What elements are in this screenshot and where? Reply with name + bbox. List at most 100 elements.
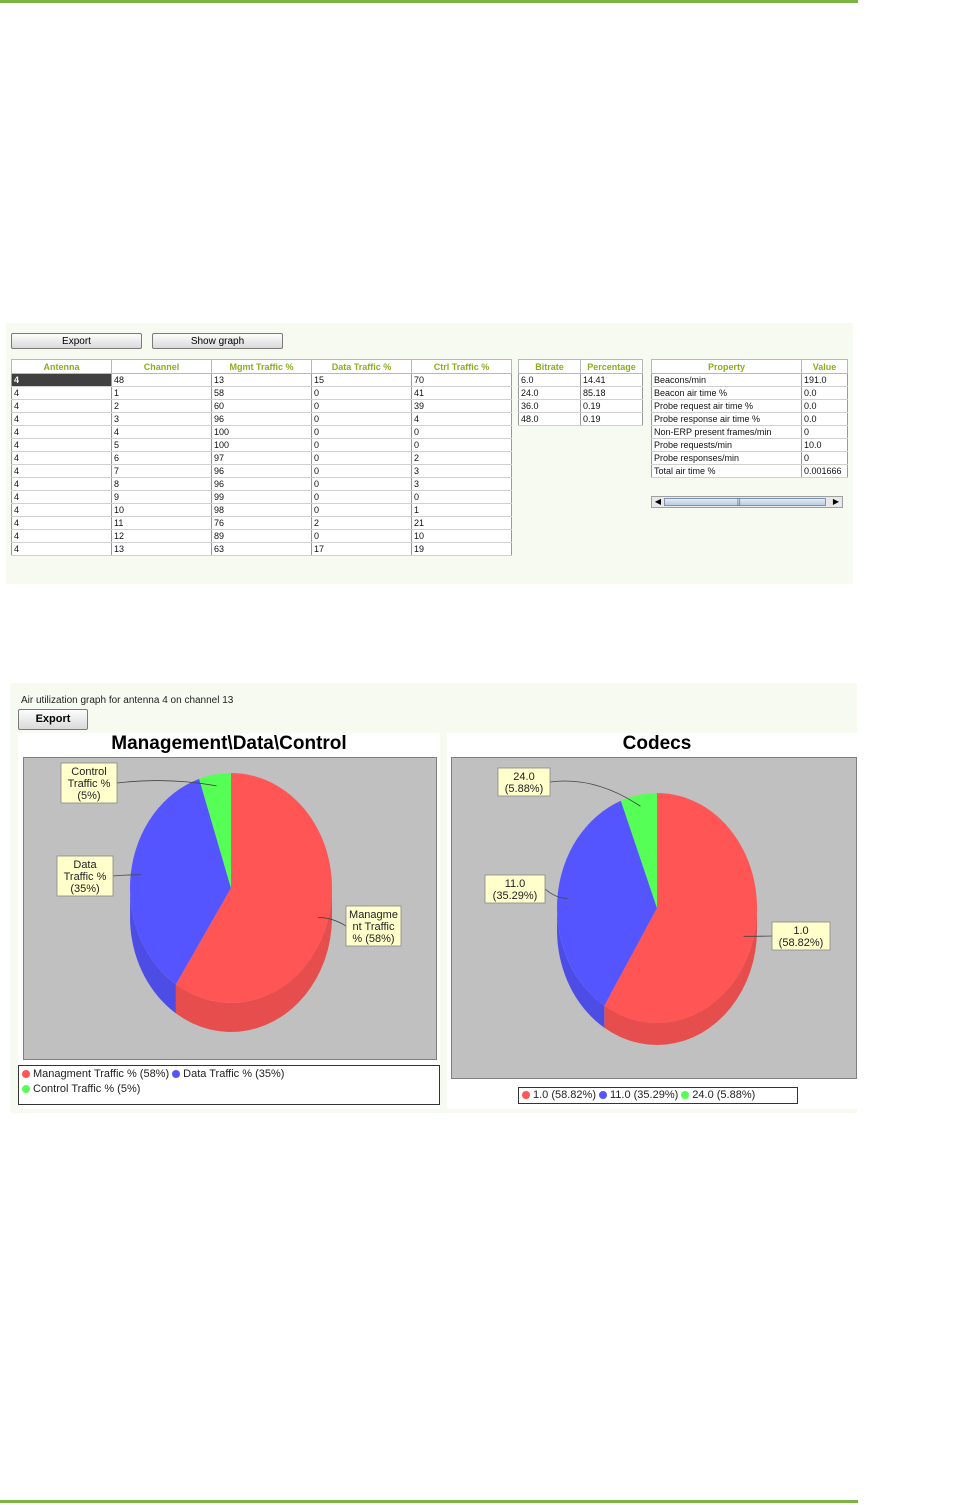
- traffic-cell[interactable]: 4: [11, 373, 112, 387]
- property-cell[interactable]: 10.0: [801, 438, 848, 452]
- traffic-row[interactable]: 4 7 96 0 3: [11, 464, 512, 478]
- traffic-row[interactable]: 4 1 58 0 41: [11, 386, 512, 400]
- traffic-cell[interactable]: 48: [111, 373, 212, 387]
- property-cell[interactable]: Beacon air time %: [651, 386, 802, 400]
- traffic-cell[interactable]: 17: [311, 542, 412, 556]
- traffic-cell[interactable]: 8: [111, 477, 212, 491]
- traffic-cell[interactable]: 96: [211, 477, 312, 491]
- traffic-cell[interactable]: 0: [311, 438, 412, 452]
- bitrate-cell[interactable]: 24.0: [518, 386, 581, 400]
- traffic-cell[interactable]: 13: [111, 542, 212, 556]
- traffic-cell[interactable]: 0: [411, 490, 512, 504]
- bitrate-row[interactable]: 36.0 0.19: [518, 399, 643, 413]
- property-cell[interactable]: Probe response air time %: [651, 412, 802, 426]
- traffic-row[interactable]: 4 8 96 0 3: [11, 477, 512, 491]
- show-graph-button[interactable]: Show graph: [152, 333, 283, 349]
- graph-export-button[interactable]: Export: [18, 709, 88, 730]
- traffic-cell[interactable]: 3: [111, 412, 212, 426]
- traffic-cell[interactable]: 100: [211, 438, 312, 452]
- traffic-cell[interactable]: 4: [11, 412, 112, 426]
- traffic-cell[interactable]: 100: [211, 425, 312, 439]
- scroll-left-arrow-icon[interactable]: ◀: [654, 497, 662, 506]
- property-cell[interactable]: Non-ERP present frames/min: [651, 425, 802, 439]
- property-row[interactable]: Beacon air time % 0.0: [651, 386, 848, 400]
- traffic-cell[interactable]: 5: [111, 438, 212, 452]
- traffic-cell[interactable]: 10: [111, 503, 212, 517]
- property-row[interactable]: Total air time % 0.001666: [651, 464, 848, 478]
- traffic-cell[interactable]: 4: [11, 529, 112, 543]
- traffic-cell[interactable]: 0: [311, 425, 412, 439]
- traffic-cell[interactable]: 39: [411, 399, 512, 413]
- traffic-cell[interactable]: 89: [211, 529, 312, 543]
- traffic-cell[interactable]: 3: [411, 477, 512, 491]
- traffic-cell[interactable]: 12: [111, 529, 212, 543]
- property-row[interactable]: Probe responses/min 0: [651, 451, 848, 465]
- traffic-cell[interactable]: 97: [211, 451, 312, 465]
- traffic-cell[interactable]: 2: [111, 399, 212, 413]
- traffic-cell[interactable]: 4: [11, 516, 112, 530]
- bitrate-cell[interactable]: 85.18: [580, 386, 643, 400]
- traffic-row[interactable]: 4 6 97 0 2: [11, 451, 512, 465]
- traffic-cell[interactable]: 4: [11, 451, 112, 465]
- bitrate-cell[interactable]: 48.0: [518, 412, 581, 426]
- property-cell[interactable]: 0.0: [801, 386, 848, 400]
- property-cell[interactable]: Beacons/min: [651, 373, 802, 387]
- traffic-cell[interactable]: 21: [411, 516, 512, 530]
- bitrate-column-header[interactable]: Bitrate: [518, 359, 581, 374]
- traffic-cell[interactable]: 4: [111, 425, 212, 439]
- traffic-row[interactable]: 4 2 60 0 39: [11, 399, 512, 413]
- traffic-cell[interactable]: 9: [111, 490, 212, 504]
- traffic-cell[interactable]: 70: [411, 373, 512, 387]
- traffic-cell[interactable]: 4: [11, 503, 112, 517]
- property-cell[interactable]: 0.0: [801, 399, 848, 413]
- traffic-cell[interactable]: 0: [311, 412, 412, 426]
- traffic-cell[interactable]: 0: [311, 503, 412, 517]
- property-row[interactable]: Probe request air time % 0.0: [651, 399, 848, 413]
- bitrate-cell[interactable]: 36.0: [518, 399, 581, 413]
- property-cell[interactable]: 191.0: [801, 373, 848, 387]
- traffic-cell[interactable]: 0: [311, 529, 412, 543]
- bitrate-cell[interactable]: 14.41: [580, 373, 643, 387]
- traffic-cell[interactable]: 3: [411, 464, 512, 478]
- traffic-cell[interactable]: 63: [211, 542, 312, 556]
- traffic-cell[interactable]: 4: [411, 412, 512, 426]
- property-cell[interactable]: 0: [801, 451, 848, 465]
- traffic-row[interactable]: 4 10 98 0 1: [11, 503, 512, 517]
- property-row[interactable]: Probe response air time % 0.0: [651, 412, 848, 426]
- traffic-cell[interactable]: 0: [411, 438, 512, 452]
- traffic-cell[interactable]: 60: [211, 399, 312, 413]
- property-row[interactable]: Beacons/min 191.0: [651, 373, 848, 387]
- traffic-cell[interactable]: 4: [11, 438, 112, 452]
- traffic-row[interactable]: 4 4 100 0 0: [11, 425, 512, 439]
- property-cell[interactable]: 0.001666: [801, 464, 848, 478]
- traffic-cell[interactable]: 4: [11, 399, 112, 413]
- property-column-header[interactable]: Value: [801, 359, 848, 374]
- traffic-column-header[interactable]: Data Traffic %: [311, 359, 412, 374]
- traffic-cell[interactable]: 11: [111, 516, 212, 530]
- bitrate-cell[interactable]: 6.0: [518, 373, 581, 387]
- traffic-cell[interactable]: 0: [411, 425, 512, 439]
- traffic-cell[interactable]: 0: [311, 451, 412, 465]
- traffic-row[interactable]: 4 48 13 15 70: [11, 373, 512, 387]
- scroll-right-arrow-icon[interactable]: ▶: [832, 497, 840, 506]
- traffic-cell[interactable]: 96: [211, 412, 312, 426]
- bitrate-cell[interactable]: 0.19: [580, 412, 643, 426]
- traffic-column-header[interactable]: Mgmt Traffic %: [211, 359, 312, 374]
- bitrate-column-header[interactable]: Percentage: [580, 359, 643, 374]
- property-cell[interactable]: 0.0: [801, 412, 848, 426]
- traffic-cell[interactable]: 1: [111, 386, 212, 400]
- traffic-row[interactable]: 4 13 63 17 19: [11, 542, 512, 556]
- traffic-cell[interactable]: 58: [211, 386, 312, 400]
- bitrate-cell[interactable]: 0.19: [580, 399, 643, 413]
- property-column-header[interactable]: Property: [651, 359, 802, 374]
- property-cell[interactable]: 0: [801, 425, 848, 439]
- traffic-cell[interactable]: 4: [11, 425, 112, 439]
- scrollbar-thumb[interactable]: ||: [664, 498, 826, 506]
- traffic-cell[interactable]: 6: [111, 451, 212, 465]
- bitrate-row[interactable]: 6.0 14.41: [518, 373, 643, 387]
- traffic-cell[interactable]: 98: [211, 503, 312, 517]
- traffic-row[interactable]: 4 12 89 0 10: [11, 529, 512, 543]
- traffic-cell[interactable]: 1: [411, 503, 512, 517]
- traffic-row[interactable]: 4 11 76 2 21: [11, 516, 512, 530]
- traffic-cell[interactable]: 7: [111, 464, 212, 478]
